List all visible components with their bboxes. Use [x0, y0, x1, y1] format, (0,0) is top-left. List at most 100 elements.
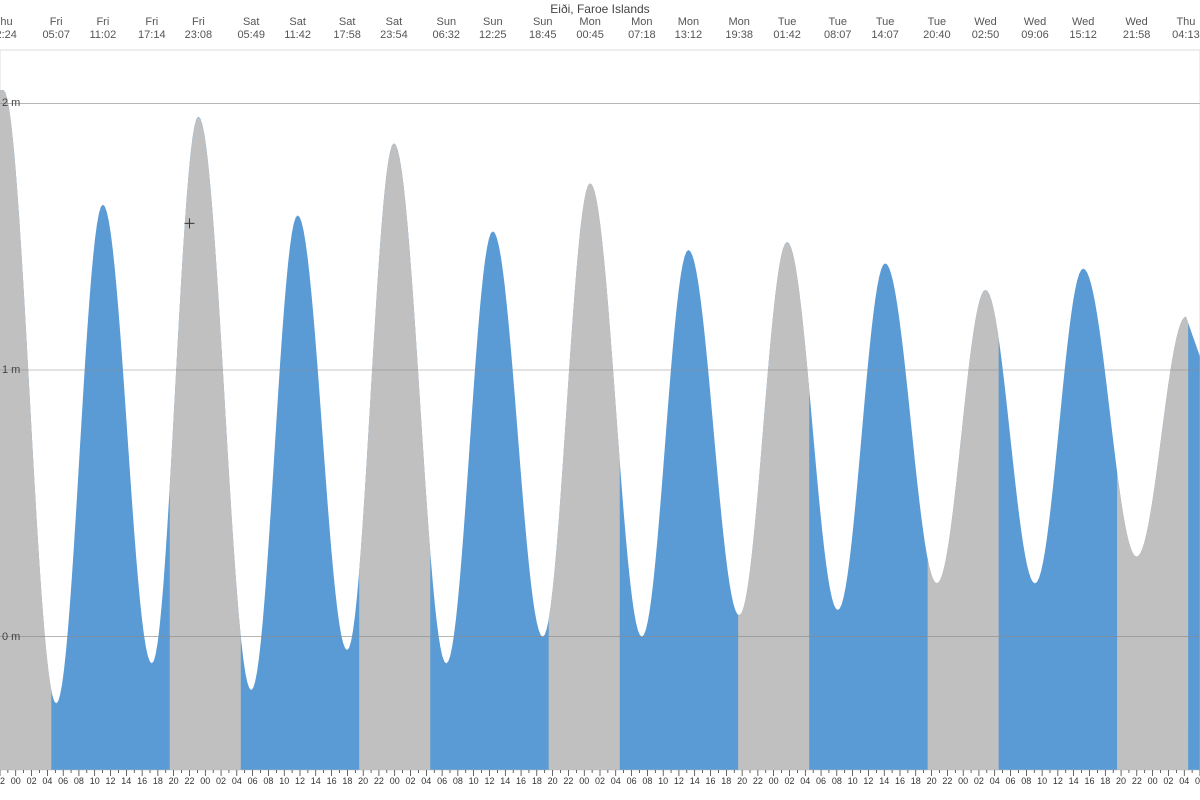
header-tick: Sun18:45 — [529, 16, 557, 41]
header-tick: Mon19:38 — [725, 16, 753, 41]
x-tick-label: 16 — [137, 776, 147, 786]
x-tick-label: 16 — [327, 776, 337, 786]
x-tick-label: 14 — [121, 776, 131, 786]
header-tick: Sat05:49 — [237, 16, 265, 41]
x-tick-label: 14 — [500, 776, 510, 786]
x-tick-label: 18 — [342, 776, 352, 786]
x-tick-label: 18 — [911, 776, 921, 786]
x-tick-label: 04 — [611, 776, 621, 786]
x-tick-label: 22 — [563, 776, 573, 786]
x-tick-label: 20 — [927, 776, 937, 786]
x-tick-label: 02 — [406, 776, 416, 786]
header-tick: Wed09:06 — [1021, 16, 1049, 41]
x-tick-label: 16 — [895, 776, 905, 786]
x-tick-label: 22 — [942, 776, 952, 786]
night-overlay — [549, 183, 620, 770]
x-tick-label: 06 — [437, 776, 447, 786]
header-tick: Mon00:45 — [576, 16, 604, 41]
x-tick-label: 12 — [1053, 776, 1063, 786]
header-tick: Mon07:18 — [628, 16, 656, 41]
x-tick-label: 04 — [421, 776, 431, 786]
x-tick-label: 08 — [453, 776, 463, 786]
x-tick-label: 20 — [169, 776, 179, 786]
x-tick-label: 00 — [11, 776, 21, 786]
x-tick-label: 20 — [358, 776, 368, 786]
x-tick-label: 16 — [1084, 776, 1094, 786]
x-tick-label: 02 — [1163, 776, 1173, 786]
header-tick: Wed02:50 — [972, 16, 1000, 41]
x-tick-label: 10 — [279, 776, 289, 786]
header-tick-row: Thu22:24 Fri05:07 Fri11:02 Fri17:14 Fri23:08… — [0, 16, 1200, 50]
x-tick-label: 22 — [374, 776, 384, 786]
x-tick-label: 18 — [721, 776, 731, 786]
header-tick: Sun12:25 — [479, 16, 507, 41]
header-tick: Tue01:42 — [773, 16, 801, 41]
header-tick: Fri11:02 — [90, 16, 117, 41]
header-tick: Wed15:12 — [1069, 16, 1097, 41]
x-tick-label: 00 — [200, 776, 210, 786]
x-tick-label: 10 — [848, 776, 858, 786]
x-tick-label: 22 — [1132, 776, 1142, 786]
header-tick: Tue14:07 — [871, 16, 899, 41]
y-axis-label: 2 m — [2, 97, 20, 109]
x-tick-label: 00 — [769, 776, 779, 786]
x-tick-label: 02 — [595, 776, 605, 786]
x-tick-label: 22 — [753, 776, 763, 786]
header-tick: Fri05:07 — [42, 16, 70, 41]
header-tick: Sat23:54 — [380, 16, 408, 41]
x-tick-label: 16 — [706, 776, 716, 786]
night-overlay — [359, 144, 430, 770]
night-overlay — [0, 90, 51, 770]
night-overlay — [170, 118, 241, 770]
x-tick-label: 00 — [1148, 776, 1158, 786]
x-tick-label: 08 — [1021, 776, 1031, 786]
x-tick-label: 02 — [784, 776, 794, 786]
x-tick-label: 20 — [1116, 776, 1126, 786]
x-tick-label: 18 — [1100, 776, 1110, 786]
x-tick-label: 12 — [863, 776, 873, 786]
x-tick-label: 12 — [106, 776, 116, 786]
x-tick-label: 20 — [737, 776, 747, 786]
x-tick-label: 22 — [0, 776, 5, 786]
header-tick: Sun06:32 — [433, 16, 461, 41]
x-tick-label: 06 — [1006, 776, 1016, 786]
x-tick-label: 06 — [816, 776, 826, 786]
x-tick-label: 20 — [548, 776, 558, 786]
x-tick-label: 22 — [184, 776, 194, 786]
x-tick-label: 08 — [642, 776, 652, 786]
x-tick-label: 04 — [232, 776, 242, 786]
y-axis-label: 1 m — [2, 364, 20, 376]
header-tick: Sat11:42 — [284, 16, 311, 41]
header-tick: Wed21:58 — [1123, 16, 1151, 41]
x-tick-label: 04 — [990, 776, 1000, 786]
header-tick: Thu22:24 — [0, 16, 17, 41]
x-tick-label: 06 — [248, 776, 258, 786]
x-tick-label: 08 — [74, 776, 84, 786]
x-tick-label: 02 — [974, 776, 984, 786]
night-overlay — [928, 290, 999, 770]
plot-area[interactable] — [0, 50, 1200, 770]
x-tick-label: 10 — [1037, 776, 1047, 786]
x-tick-label: 00 — [958, 776, 968, 786]
night-overlay — [738, 242, 809, 770]
x-tick-label: 04 — [800, 776, 810, 786]
x-tick-label: 18 — [153, 776, 163, 786]
x-tick-label: 12 — [484, 776, 494, 786]
header-tick: Fri23:08 — [185, 16, 213, 41]
y-axis-label: 0 m — [2, 631, 20, 643]
x-tick-label: 10 — [469, 776, 479, 786]
x-tick-label: 04 — [1179, 776, 1189, 786]
x-tick-label: 10 — [90, 776, 100, 786]
x-tick-label: 18 — [532, 776, 542, 786]
header-tick: Fri17:14 — [138, 16, 166, 41]
chart-title: Eiði, Faroe Islands — [0, 2, 1200, 16]
x-tick-label: 14 — [311, 776, 321, 786]
x-tick-label: 00 — [390, 776, 400, 786]
x-tick-label: 06 — [627, 776, 637, 786]
x-tick-label: 12 — [674, 776, 684, 786]
x-tick-label: 14 — [879, 776, 889, 786]
header-tick: Tue08:07 — [824, 16, 852, 41]
x-tick-label: 14 — [690, 776, 700, 786]
x-tick-label: 08 — [263, 776, 273, 786]
header-tick: Mon13:12 — [675, 16, 703, 41]
